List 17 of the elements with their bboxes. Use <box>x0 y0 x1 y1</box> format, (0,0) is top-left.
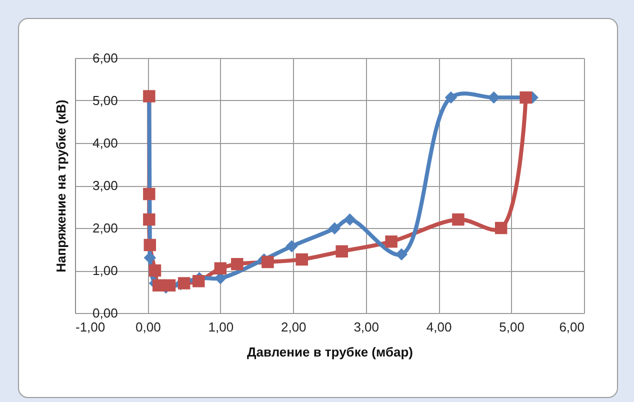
y-tick-label: 2,00 <box>92 220 118 236</box>
y-tick-label: 4,00 <box>92 136 118 150</box>
x-tick-label: 1,00 <box>208 320 234 334</box>
x-axis-title: Давление в трубке (мбар) <box>247 344 413 360</box>
y-tick-label: 6,00 <box>92 50 118 66</box>
x-tick-label: 6,00 <box>559 320 584 334</box>
y-axis-title: Напряжение на трубке (кВ) <box>54 100 68 272</box>
y-tick-label: 0,00 <box>92 306 118 320</box>
x-tick-label: 5,00 <box>499 320 524 334</box>
x-tick-label: 0,00 <box>136 320 161 334</box>
y-tick-label: 1,00 <box>92 263 118 278</box>
x-tick-label: 3,00 <box>354 320 380 334</box>
x-tick-label: 4,00 <box>426 320 452 334</box>
y-tick-label: 3,00 <box>92 178 118 193</box>
y-tick-label: 5,00 <box>92 93 118 108</box>
x-tick-label: 2,00 <box>280 320 306 334</box>
x-tick-label: -1,00 <box>76 320 106 334</box>
